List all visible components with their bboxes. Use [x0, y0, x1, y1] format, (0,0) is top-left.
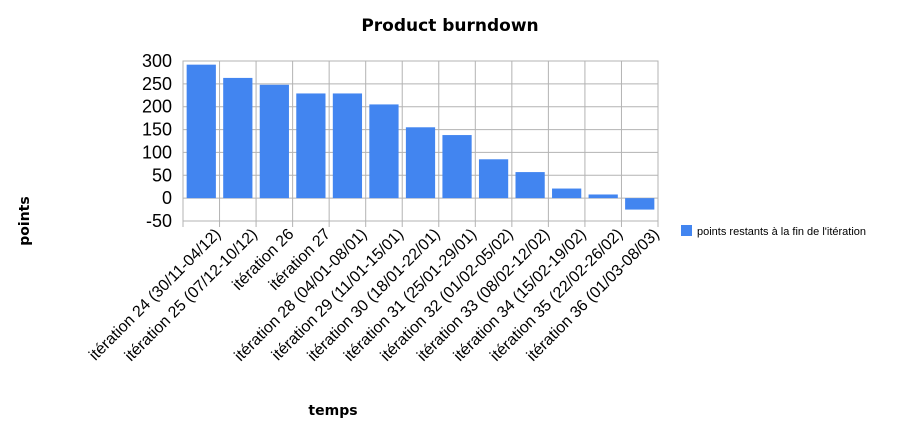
x-axis-tick-labels: itération 24 (30/11-04/12)itération 25 (…	[86, 226, 663, 365]
bar	[442, 135, 472, 199]
chart-title: Product burndown	[361, 16, 538, 36]
bar	[186, 64, 216, 199]
bar	[625, 198, 655, 210]
y-tick-label: 100	[142, 142, 172, 162]
bar	[552, 188, 582, 199]
y-tick-label: 250	[142, 74, 172, 94]
bars	[186, 64, 655, 210]
x-axis-title: temps	[308, 403, 357, 419]
y-tick-label: 0	[162, 188, 172, 208]
y-tick-label: 300	[142, 51, 172, 71]
legend-label: points restants à la fin de l'itération	[697, 226, 866, 238]
bar	[588, 194, 618, 199]
y-tick-label: 150	[142, 120, 172, 140]
legend-swatch	[681, 225, 692, 236]
bar	[332, 93, 363, 199]
bar	[515, 172, 545, 199]
legend: points restants à la fin de l'itération	[681, 225, 866, 238]
bar	[405, 127, 436, 199]
bar	[478, 159, 509, 199]
bar	[296, 93, 326, 199]
y-axis-title: points	[17, 196, 33, 245]
bar	[369, 104, 399, 199]
bar	[259, 84, 289, 199]
y-tick-label: 50	[152, 165, 172, 185]
y-tick-label: 200	[142, 97, 172, 117]
bar	[223, 77, 253, 199]
y-tick-label: -50	[146, 211, 172, 231]
